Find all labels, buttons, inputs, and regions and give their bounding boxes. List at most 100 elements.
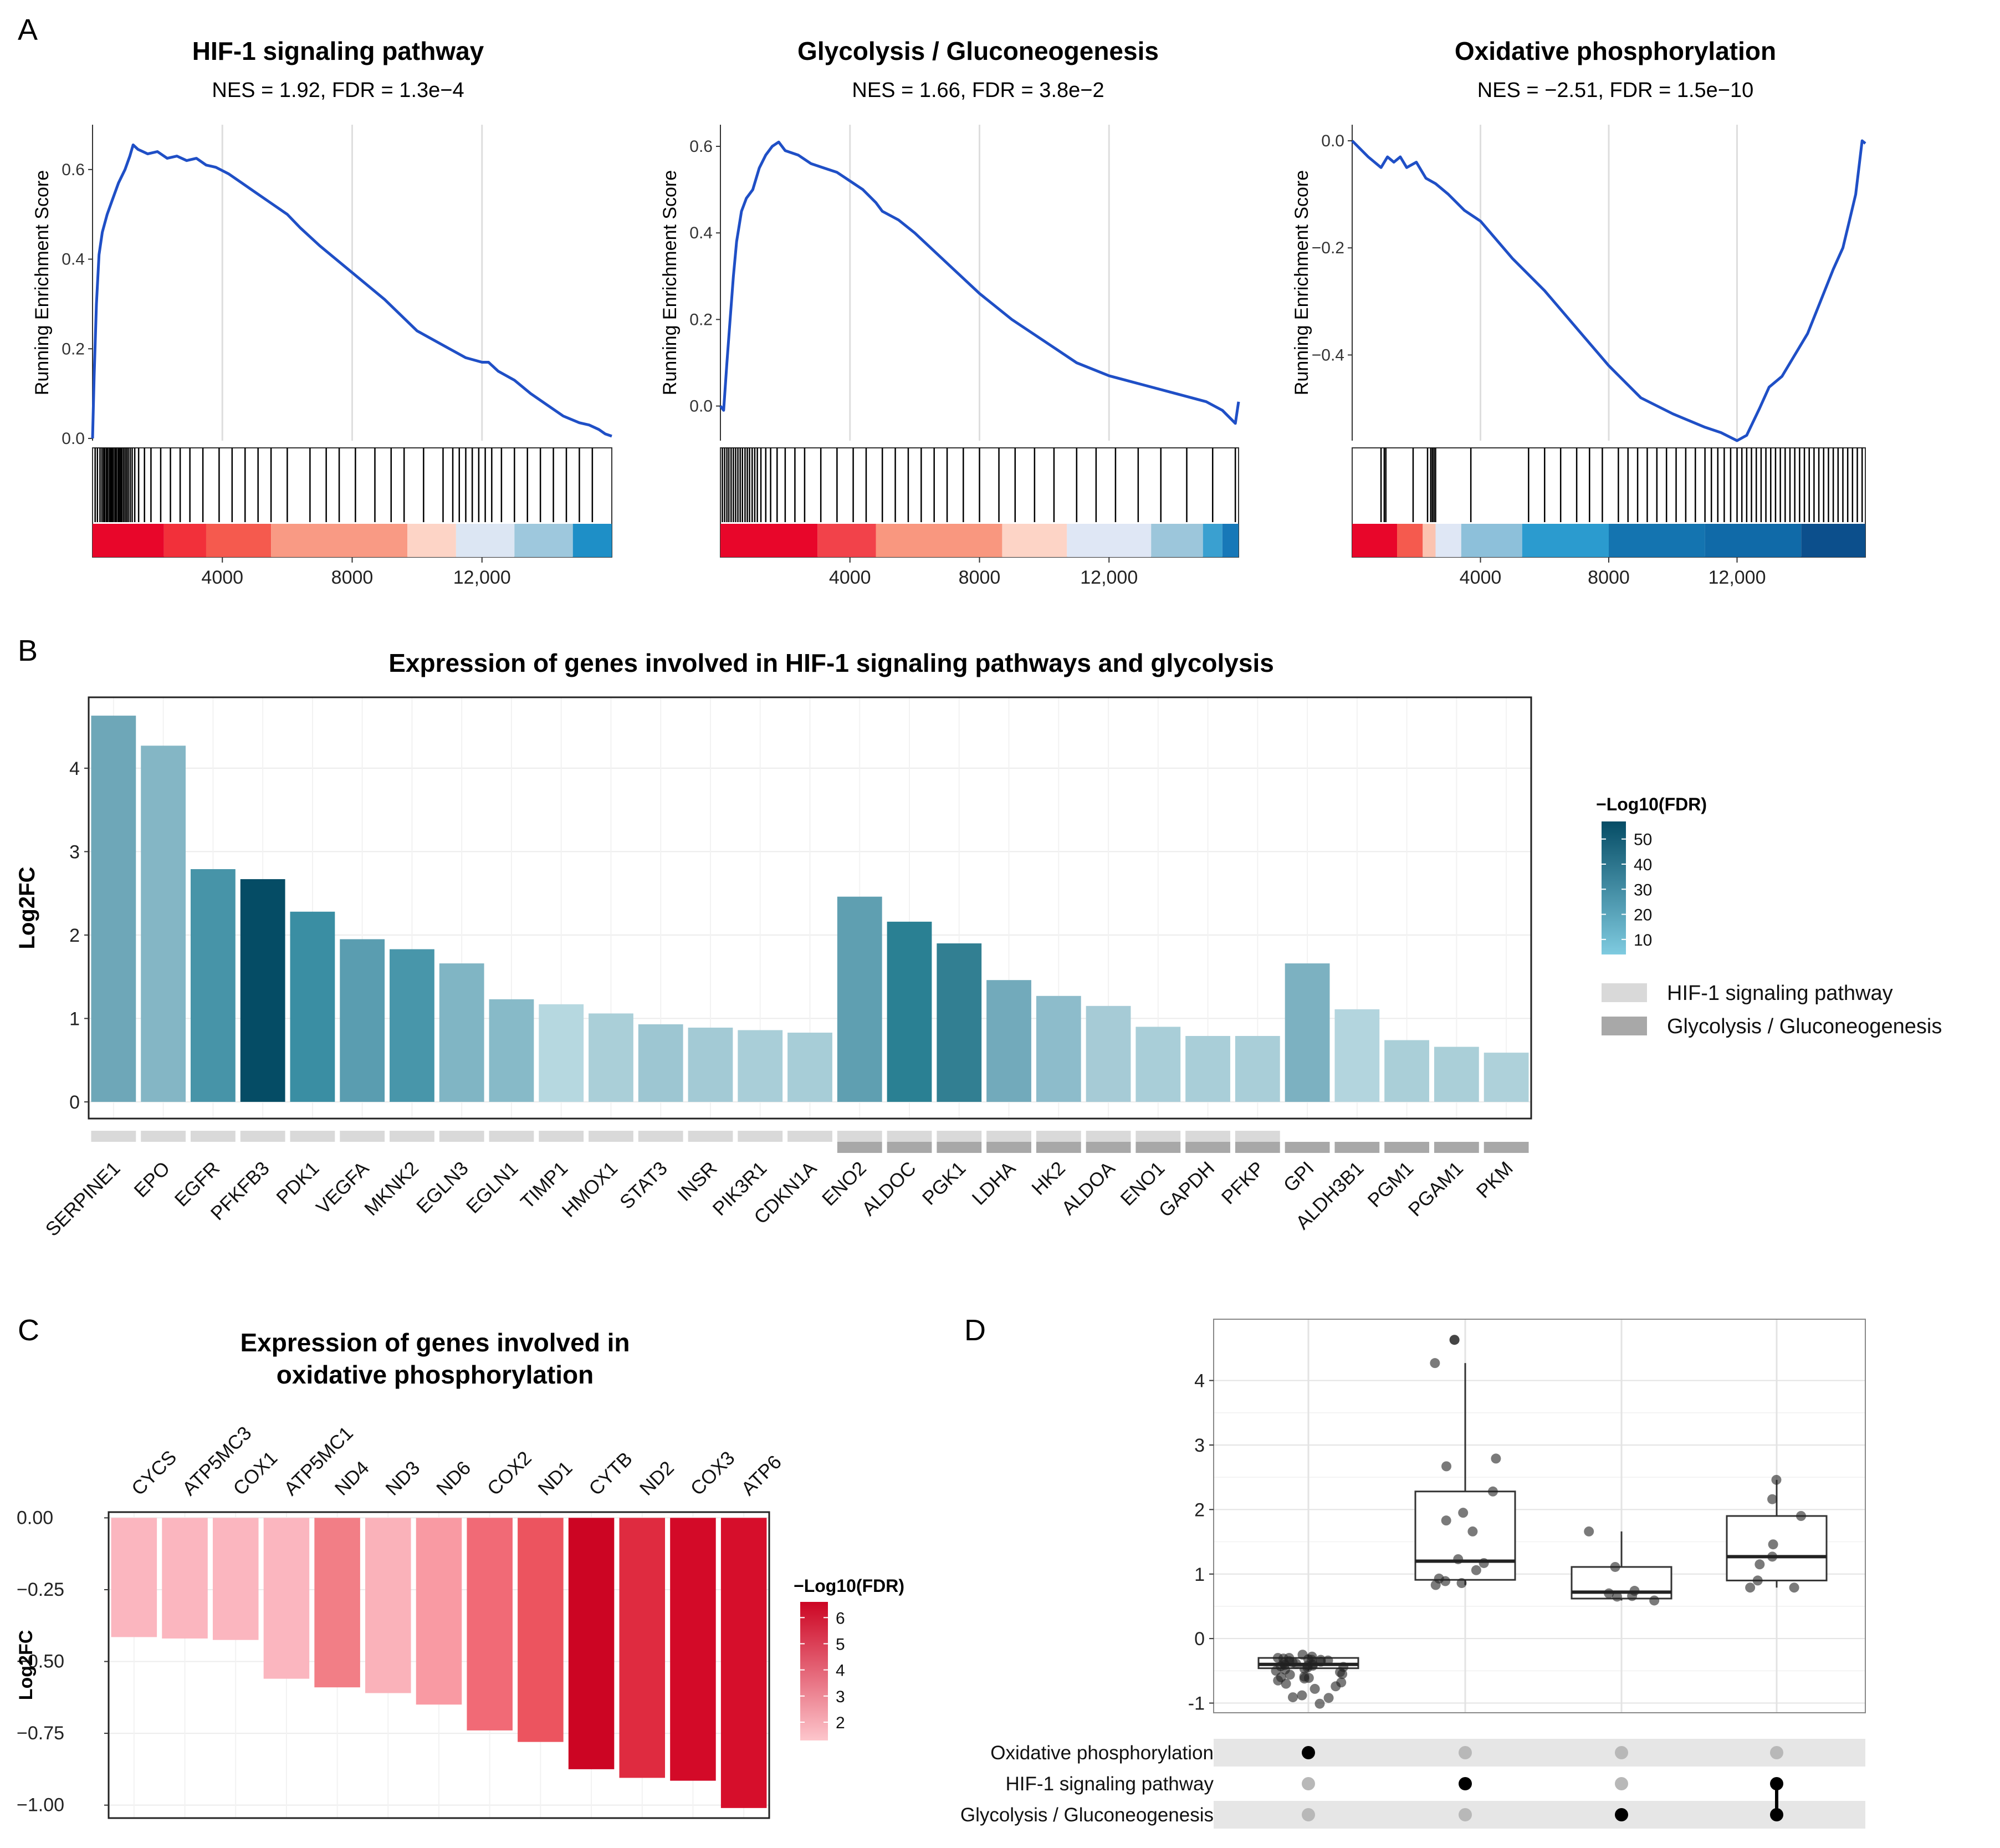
rank-color-band [271, 524, 408, 557]
upset-set-label: Glycolysis / Gluconeogenesis [960, 1804, 1214, 1826]
panel-b-bar-chart: Expression of genes involved in HIF-1 si… [15, 649, 1942, 1240]
gsea-title: Glycolysis / Gluconeogenesis [797, 37, 1159, 65]
membership-hif1 [738, 1131, 783, 1142]
bar-STAT3 [638, 1024, 683, 1102]
data-point [1449, 1335, 1460, 1345]
x-tick-label: ND1 [534, 1457, 576, 1500]
membership-glycolysis [1484, 1142, 1529, 1153]
bar-EGFR [191, 869, 236, 1102]
membership-glycolysis [986, 1142, 1031, 1153]
membership-hif1 [1185, 1131, 1230, 1142]
x-tick-label: 8000 [1588, 567, 1630, 588]
data-point [1281, 1678, 1291, 1689]
upset-set-label: Oxidative phosphorylation [990, 1742, 1214, 1764]
rank-color-band [1203, 524, 1222, 557]
x-tick-label: ND3 [381, 1457, 424, 1500]
rank-color-band [1352, 524, 1398, 557]
y-axis-label: Running Enrichment Score [32, 170, 53, 395]
panel-letter-c: C [18, 1314, 39, 1347]
data-point [1610, 1561, 1620, 1572]
membership-hif1 [240, 1131, 285, 1142]
bar-PIK3R1 [738, 1030, 783, 1102]
data-point [1316, 1655, 1326, 1665]
x-tick-label: CYTB [585, 1448, 637, 1500]
bar-MKNK2 [390, 949, 434, 1102]
membership-hif1 [937, 1131, 982, 1142]
x-tick-label: ND4 [331, 1457, 374, 1500]
group-legend-label: Glycolysis / Gluconeogenesis [1667, 1015, 1942, 1038]
gsea-subtitle: NES = −2.51, FDR = 1.5e−10 [1477, 79, 1754, 102]
membership-hif1 [1235, 1131, 1280, 1142]
membership-hif1 [489, 1131, 534, 1142]
gsea-plot-1: HIF-1 signaling pathway NES = 1.92, FDR =… [32, 37, 612, 588]
bar-GAPDH [1185, 1036, 1230, 1102]
bar-HMOX1 [589, 1013, 633, 1102]
rank-color-band [1423, 524, 1436, 557]
rank-color-band [456, 524, 515, 557]
data-point [1299, 1663, 1310, 1674]
y-tick-label: -1 [1188, 1693, 1205, 1714]
y-tick-label: 0.6 [62, 161, 85, 179]
membership-hif1 [390, 1131, 434, 1142]
group-legend-label: HIF-1 signaling pathway [1667, 982, 1893, 1005]
y-tick-label: −0.25 [17, 1579, 64, 1600]
panel-a-gsea-plots: HIF-1 signaling pathway NES = 1.92, FDR =… [32, 37, 1866, 588]
box-iqr [1571, 1566, 1672, 1600]
x-tick-label: ND6 [432, 1457, 475, 1500]
membership-hif1 [141, 1131, 186, 1142]
data-point [1278, 1653, 1288, 1664]
running-enrichment-line [91, 143, 612, 439]
data-point [1745, 1582, 1756, 1593]
chart-title: Expression of genes involved in HIF-1 si… [388, 649, 1274, 677]
upset-row-shade [1214, 1739, 1865, 1767]
legend-tick-label: 10 [1634, 931, 1652, 949]
bar-EGLN3 [439, 963, 484, 1102]
upset-dot-inactive [1302, 1777, 1315, 1790]
data-point [1479, 1558, 1489, 1568]
x-tick-label: 8000 [959, 567, 1001, 588]
bar-ND4 [314, 1518, 360, 1688]
data-point [1441, 1461, 1452, 1472]
data-point [1297, 1690, 1307, 1701]
x-tick-label: MKNK2 [360, 1157, 423, 1220]
data-point [1323, 1655, 1333, 1666]
bar-ALDH3B1 [1334, 1009, 1380, 1102]
y-axis-label: Log2FC [15, 867, 39, 949]
rank-color-band [1067, 524, 1152, 557]
x-tick-label: 4000 [829, 567, 871, 588]
chart-title-line-2: oxidative phosphorylation [277, 1360, 594, 1389]
upset-dot-inactive [1302, 1808, 1315, 1821]
rank-color-band [720, 524, 818, 557]
data-point [1471, 1565, 1481, 1575]
bar-ENO1 [1135, 1027, 1181, 1102]
legend-colorbar [800, 1602, 828, 1740]
rank-color-band [206, 524, 272, 557]
rank-color-band [1151, 524, 1203, 557]
bar-PGK1 [937, 943, 982, 1102]
x-tick-label: LDHA [968, 1157, 1020, 1209]
rank-color-band [1609, 524, 1705, 557]
membership-hif1 [638, 1131, 683, 1142]
bar-ATP6 [720, 1518, 767, 1808]
y-tick-label: −0.75 [17, 1723, 64, 1744]
legend-tick-label: 20 [1634, 906, 1652, 925]
y-tick-label: 0.2 [689, 310, 713, 329]
bar-ALDOC [887, 921, 932, 1102]
membership-glycolysis [1285, 1142, 1330, 1153]
x-tick-label: PGAM1 [1404, 1157, 1467, 1221]
data-point [1612, 1591, 1622, 1602]
x-tick-label: 4000 [1460, 567, 1502, 588]
membership-glycolysis [1334, 1142, 1380, 1153]
bar-CDKN1A [787, 1032, 832, 1102]
data-point [1453, 1554, 1464, 1564]
y-tick-label: 0 [69, 1092, 80, 1113]
membership-glycolysis [1036, 1142, 1081, 1153]
y-tick-label: −0.50 [17, 1651, 64, 1672]
data-point [1767, 1494, 1778, 1504]
data-point [1771, 1474, 1782, 1485]
y-tick-label: 1 [69, 1008, 80, 1029]
data-point [1584, 1526, 1594, 1536]
panel-d-boxplot-upset: -1 0 1 2 3 4 Oxidative phosphorylation HIF-1 si… [960, 1319, 1866, 1829]
x-tick-label: COX3 [687, 1447, 739, 1500]
